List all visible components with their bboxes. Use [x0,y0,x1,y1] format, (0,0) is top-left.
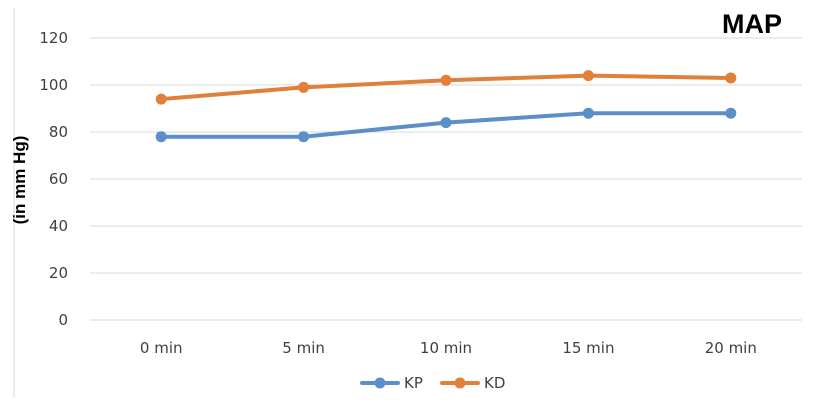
x-tick-label: 5 min [282,339,325,357]
data-point [440,74,452,86]
y-tick-label: 20 [49,264,68,282]
data-point [298,131,310,143]
data-point [582,70,594,82]
x-tick-label: 15 min [562,339,614,357]
y-tick-label: 40 [49,217,68,235]
y-tick-label: 80 [49,123,68,141]
x-tick-labels: 0 min 5 min 10 min 15 min 20 min [140,339,757,357]
series-lines [155,70,737,143]
data-point [725,107,737,119]
data-point [725,72,737,84]
x-tick-label: 20 min [705,339,757,357]
y-tick-label: 100 [39,76,68,94]
x-tick-label: 0 min [140,339,183,357]
legend-item-kp: KP [360,374,423,392]
y-tick-labels: 0 20 40 60 80 100 120 [39,29,68,329]
y-tick-label: 120 [39,29,68,47]
series-kd [155,70,737,105]
data-point [155,93,167,105]
legend-swatch-marker [374,377,386,389]
chart-title: MAP [722,9,782,39]
legend-item-kd: KD [440,374,505,392]
legend-label: KP [404,374,423,392]
x-tick-label: 10 min [420,339,472,357]
data-point [155,131,167,143]
legend-label: KD [484,374,505,392]
series-kp [155,107,737,143]
data-point [440,117,452,129]
y-tick-label: 0 [58,311,68,329]
y-axis-title: (in mm Hg) [10,136,29,225]
gridlines [90,37,802,321]
legend-swatch-marker [454,377,466,389]
y-tick-label: 60 [49,170,68,188]
data-point [298,81,310,93]
legend: KP KD [360,374,505,392]
data-point [582,107,594,119]
